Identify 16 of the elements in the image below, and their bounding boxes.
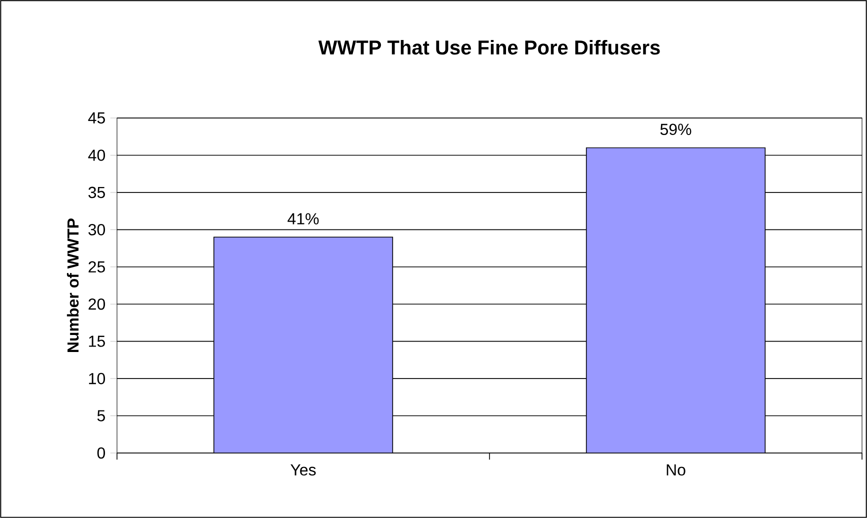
y-tick-label: 35 [88,186,105,198]
y-tick-label: 25 [88,261,105,273]
y-tick-label: 5 [97,410,105,422]
x-tick-label: Yes [290,464,316,476]
y-tick-label: 0 [97,447,106,459]
y-axis-title: Number of WWTP [66,218,79,352]
annotation: 59% [660,124,692,136]
y-tick-label: 10 [89,372,106,384]
y-tick-label: 15 [89,336,105,347]
y-tick-label: 30 [88,224,106,236]
y-tick-label: 20 [88,298,106,310]
y-tick-label: 40 [88,150,106,161]
chart-title: WWTP That Use Fine Pore Diffusers [318,40,660,55]
x-tick-label: No [666,464,686,476]
annotation: 41% [288,213,319,224]
y-tick-label: 45 [88,112,105,124]
